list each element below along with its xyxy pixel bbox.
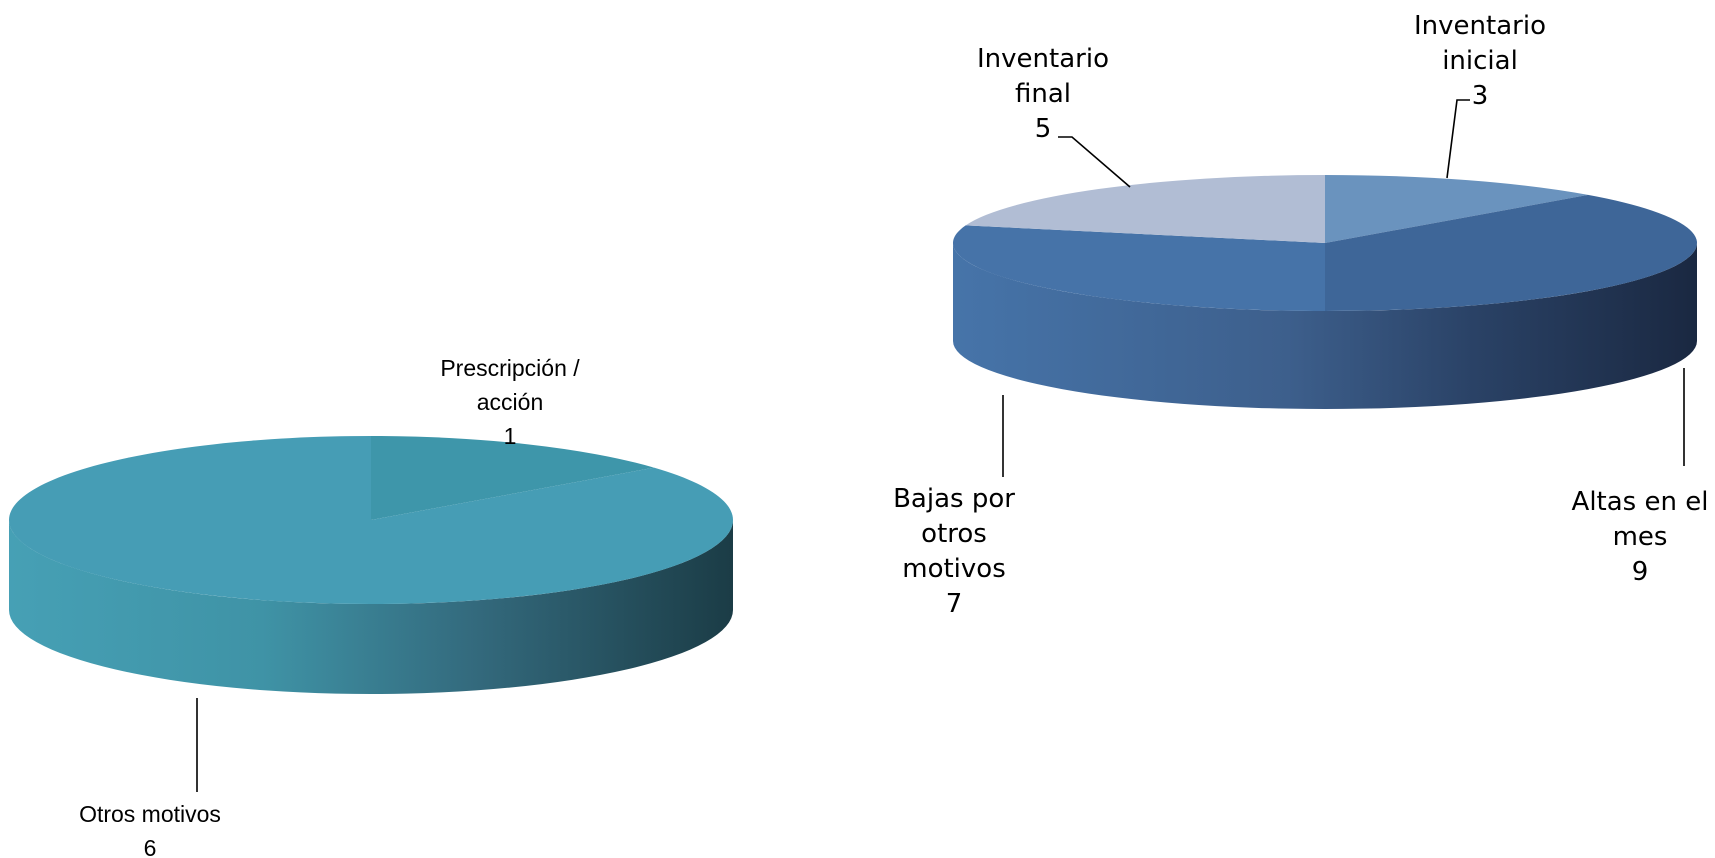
data-label-altas-en-el-mes: Altas en el mes 9 <box>1572 487 1709 587</box>
data-label-prescripcion-accion: Prescripción / acción 1 <box>440 355 580 449</box>
pie-slice-prescripcion-accion <box>371 436 655 520</box>
data-label-bajas-por-otros-motivos: Bajas por otros motivos 7 <box>893 484 1015 619</box>
pie-chart-inventario: Inventario inicial 3 Altas en el mes 9 Bajas p… <box>893 11 1708 619</box>
leader-line-inventario-inicial <box>1446 99 1470 179</box>
pie-slice-inventario-final <box>965 175 1325 243</box>
pie-side-wall <box>953 243 1697 409</box>
leader-line-inventario-final <box>1058 136 1131 188</box>
data-label-inventario-inicial: Inventario inicial 3 <box>1414 11 1546 111</box>
data-label-otros-motivos: Otros motivos 6 <box>79 801 221 858</box>
data-label-inventario-final: Inventario final 5 <box>977 44 1109 144</box>
pie-slice-altas-en-el-mes <box>1325 194 1697 311</box>
pie-slice-inventario-inicial <box>1325 175 1589 243</box>
pie-slice-otros-motivos <box>9 436 734 605</box>
pie-side-wall <box>9 520 733 694</box>
pie-slice-bajas-por-otros-motivos <box>953 225 1325 311</box>
pie-chart-motivos: Prescripción / acción 1 Otros motivos 6 <box>9 355 734 858</box>
